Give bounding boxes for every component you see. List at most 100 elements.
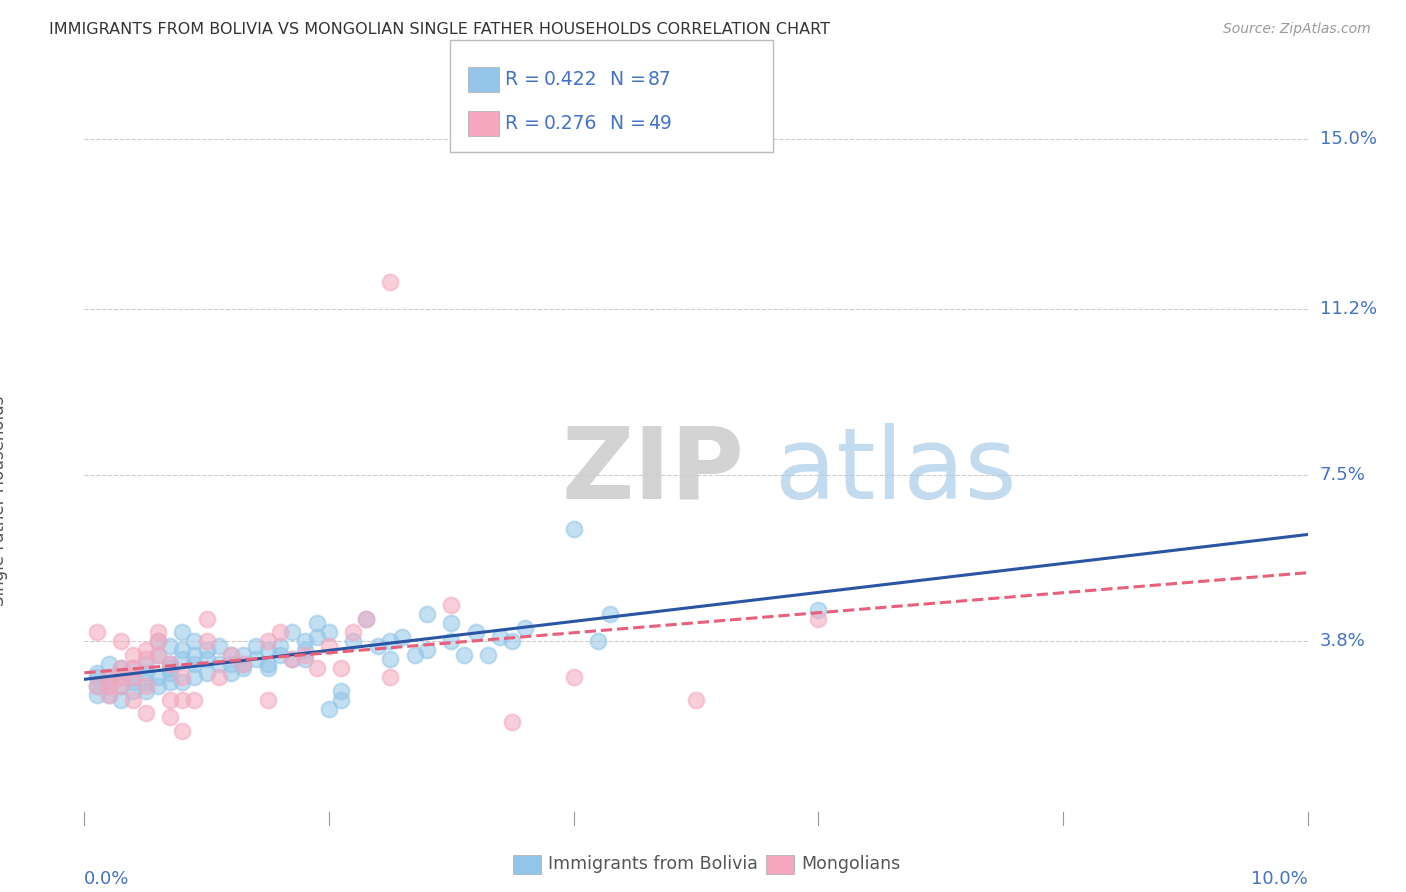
Point	[685, 692, 707, 706]
Point	[257, 657, 280, 671]
Point	[416, 643, 439, 657]
Point	[354, 612, 377, 626]
Point	[586, 634, 609, 648]
Point	[110, 661, 132, 675]
Point	[416, 607, 439, 622]
Point	[330, 661, 353, 675]
Point	[122, 661, 145, 675]
Point	[159, 674, 181, 689]
Point	[477, 648, 499, 662]
Point	[110, 634, 132, 648]
Point	[219, 648, 242, 662]
Point	[122, 674, 145, 689]
Point	[183, 634, 205, 648]
Point	[135, 665, 157, 680]
Point	[195, 652, 218, 666]
Point	[294, 648, 316, 662]
Point	[354, 612, 377, 626]
Text: 15.0%: 15.0%	[1320, 129, 1376, 148]
Point	[172, 723, 194, 738]
Text: ZIP: ZIP	[561, 423, 744, 520]
Text: R =: R =	[505, 70, 546, 89]
Text: Single Father Households: Single Father Households	[0, 395, 8, 606]
Point	[330, 692, 353, 706]
Point	[257, 643, 280, 657]
Point	[97, 679, 120, 693]
Point	[330, 683, 353, 698]
Point	[146, 648, 169, 662]
Point	[281, 652, 304, 666]
Point	[232, 661, 254, 675]
Point	[257, 692, 280, 706]
Point	[440, 616, 463, 631]
Point	[305, 630, 328, 644]
Point	[159, 661, 181, 675]
Point	[172, 625, 194, 640]
Point	[281, 625, 304, 640]
Point	[318, 701, 340, 715]
Point	[122, 692, 145, 706]
Point	[110, 670, 132, 684]
Point	[86, 625, 108, 640]
Point	[135, 679, 157, 693]
Text: 10.0%: 10.0%	[1251, 870, 1308, 888]
Point	[195, 643, 218, 657]
Point	[146, 679, 169, 693]
Point	[183, 692, 205, 706]
Text: R =: R =	[505, 113, 546, 133]
Point	[86, 665, 108, 680]
Point	[599, 607, 621, 622]
Point	[380, 275, 402, 289]
Point	[146, 634, 169, 648]
Point	[183, 670, 205, 684]
Point	[97, 670, 120, 684]
Text: 11.2%: 11.2%	[1320, 301, 1376, 318]
Point	[208, 657, 231, 671]
Point	[195, 612, 218, 626]
Text: atlas: atlas	[776, 423, 1017, 520]
Point	[97, 670, 120, 684]
Point	[110, 661, 132, 675]
Point	[257, 661, 280, 675]
Point	[305, 616, 328, 631]
Point	[502, 634, 524, 648]
Point	[440, 634, 463, 648]
Point	[86, 670, 108, 684]
Point	[219, 648, 242, 662]
Point	[146, 625, 169, 640]
Text: 49: 49	[648, 113, 672, 133]
Text: IMMIGRANTS FROM BOLIVIA VS MONGOLIAN SINGLE FATHER HOUSEHOLDS CORRELATION CHART: IMMIGRANTS FROM BOLIVIA VS MONGOLIAN SIN…	[49, 22, 830, 37]
Point	[391, 630, 413, 644]
Point	[318, 639, 340, 653]
Point	[172, 674, 194, 689]
Point	[318, 625, 340, 640]
Point	[172, 692, 194, 706]
Point	[245, 639, 267, 653]
Point	[86, 679, 108, 693]
Point	[122, 683, 145, 698]
Text: N =: N =	[598, 113, 651, 133]
Text: 3.8%: 3.8%	[1320, 632, 1365, 650]
Point	[122, 670, 145, 684]
Point	[380, 652, 402, 666]
Text: Immigrants from Bolivia: Immigrants from Bolivia	[548, 855, 758, 873]
Point	[342, 634, 364, 648]
Point	[195, 665, 218, 680]
Point	[219, 665, 242, 680]
Text: 87: 87	[648, 70, 672, 89]
Point	[380, 670, 402, 684]
Point	[146, 634, 169, 648]
Text: 7.5%: 7.5%	[1320, 467, 1365, 484]
Point	[269, 639, 291, 653]
Point	[159, 692, 181, 706]
Point	[257, 634, 280, 648]
Point	[232, 657, 254, 671]
Point	[159, 710, 181, 724]
Point	[195, 634, 218, 648]
Point	[135, 683, 157, 698]
Point	[146, 670, 169, 684]
Point	[232, 648, 254, 662]
Point	[86, 688, 108, 702]
Text: 0.0%: 0.0%	[84, 870, 129, 888]
Point	[269, 648, 291, 662]
